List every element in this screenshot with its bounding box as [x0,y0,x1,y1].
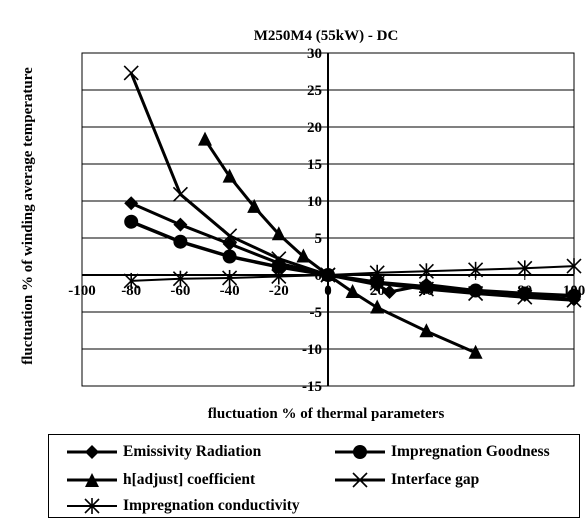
data-point-asterisk [123,65,139,81]
data-point-star [566,258,582,275]
legend-label: h[adjust] coefficient [123,471,256,488]
y-tick-label: 30 [307,46,322,62]
data-point-circle [468,283,483,298]
data-point-star [320,267,336,283]
data-point-circle [271,259,286,274]
legend-star-marker [67,498,117,514]
legend-diamond-marker [67,445,117,459]
y-tick-label: -5 [310,305,323,321]
data-point-diamond [222,236,237,251]
x-tick-label: 0 [324,283,332,299]
y-tick-label: -10 [302,342,322,358]
series-line-4 [131,265,575,282]
legend-item-h-adjust: h[adjust] coefficient [65,471,255,489]
data-point-star [369,264,385,281]
data-point-star [271,268,287,285]
marker-stroke [222,228,238,244]
x-axis-title: fluctuation % of thermal parameters [208,406,445,422]
y-tick-label: 10 [307,194,322,210]
series-line-3 [129,72,575,302]
y-tick-label: 25 [307,83,322,99]
data-point-asterisk [418,281,434,297]
data-point-star [468,261,484,278]
data-point-asterisk [222,228,238,244]
data-point-circle [124,214,139,229]
data-point-asterisk [172,186,188,202]
marker-stroke [517,289,533,305]
data-point-star [517,260,533,277]
marker-stroke [123,65,139,81]
data-point-triangle [271,226,286,241]
data-point-triangle [198,131,212,146]
legend-item-interface-gap: Interface gap [333,471,479,489]
y-tick-label: 15 [307,157,322,173]
y-tick-label: 20 [307,120,322,136]
data-point-asterisk [566,292,582,308]
x-tick-label: -40 [220,283,240,299]
data-point-circle [419,279,434,294]
legend-item-impregnation-conductivity: Impregnation conductivity [65,497,300,515]
y-axis-title: fluctuation % of winding average tempera… [20,67,36,365]
marker-stroke [271,251,287,267]
data-point-circle [173,234,188,249]
data-point-triangle [419,323,434,338]
marker-stroke [566,292,582,308]
marker-stroke [172,186,188,202]
x-tick-label: -100 [68,283,96,299]
legend: Emissivity Radiation Impregnation Goodne… [48,434,580,518]
chart-title: M250M4 (55kW) - DC [254,28,399,44]
legend-label: Impregnation Goodness [391,443,550,460]
data-point-asterisk [517,289,533,305]
data-point-triangle [247,198,262,213]
legend-item-emissivity: Emissivity Radiation [65,443,261,461]
data-point-diamond [382,285,397,300]
x-tick-label: -20 [269,283,289,299]
data-point-triangle [296,248,311,263]
legend-label: Emissivity Radiation [123,443,262,460]
data-point-star [418,263,434,280]
y-tick-label: -15 [302,379,322,395]
legend-item-impregnation-goodness: Impregnation Goodness [333,443,550,461]
marker-stroke [418,281,434,297]
data-point-star [172,270,188,287]
data-point-triangle [345,284,360,299]
series-line-2 [203,138,477,355]
legend-label: Impregnation conductivity [123,497,300,514]
marker-stroke [468,285,484,302]
x-tick-label: -60 [170,283,190,299]
data-point-diamond [124,196,139,211]
data-point-circle [222,249,237,264]
legend-label: Interface gap [391,471,480,488]
data-point-diamond [173,217,188,232]
data-point-asterisk [271,251,287,267]
plot-area: -100-80-60-40-20020406080100302520151050… [68,46,585,395]
data-point-triangle [370,299,385,314]
legend-triangle-marker [67,473,117,487]
legend-circle-marker [335,445,385,459]
data-point-triangle [468,344,483,359]
data-point-triangle [222,168,237,183]
y-tick-label: 5 [315,231,323,247]
data-point-asterisk [468,285,484,302]
legend-asterisk-marker [335,472,385,488]
data-point-star [222,269,238,286]
data-point-star [123,272,139,289]
